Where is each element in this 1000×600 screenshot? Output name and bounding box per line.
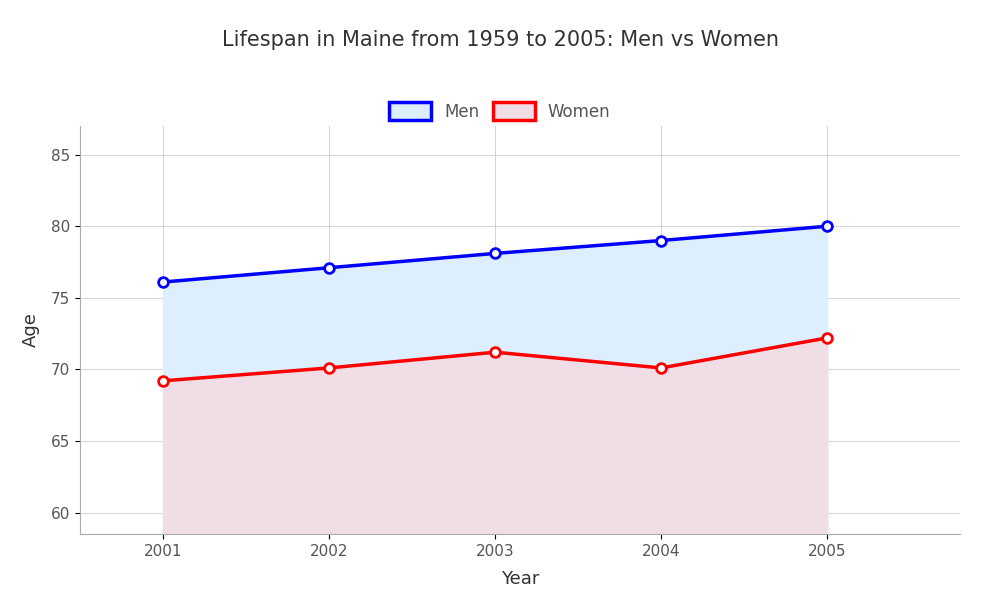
Y-axis label: Age: Age [22, 313, 40, 347]
Text: Lifespan in Maine from 1959 to 2005: Men vs Women: Lifespan in Maine from 1959 to 2005: Men… [222, 30, 778, 50]
X-axis label: Year: Year [501, 570, 539, 588]
Legend: Men, Women: Men, Women [383, 95, 617, 127]
